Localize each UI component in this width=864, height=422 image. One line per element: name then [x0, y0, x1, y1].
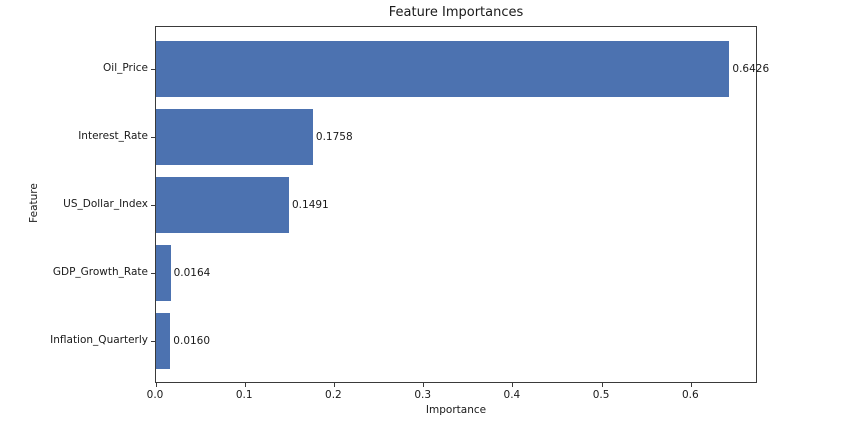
- y-tick-label-oil-price: Oil_Price: [103, 62, 148, 74]
- bar-inflation-quarterly: [156, 313, 171, 369]
- bar-oil-price: [156, 41, 730, 97]
- x-tick-mark: [155, 383, 157, 387]
- x-tick-mark: [601, 383, 603, 387]
- bar-value-label-inflation-quarterly: 0.0160: [173, 335, 211, 347]
- y-tick-label-us-dollar-index: US_Dollar_Index: [63, 198, 148, 210]
- x-tick-mark: [333, 383, 335, 387]
- y-tick-mark: [151, 136, 155, 138]
- plot-area: 0.6426 0.1758 0.1491 0.0164 0.0160: [151, 26, 769, 387]
- x-tick-mark: [512, 383, 514, 387]
- x-tick-label: 0.1: [235, 389, 253, 401]
- x-tick-mark: [690, 383, 692, 387]
- x-tick-label: 0.6: [681, 389, 699, 401]
- x-tick-mark: [244, 383, 246, 387]
- bar-gdp-growth-rate: [156, 245, 171, 301]
- y-tick-label-interest-rate: Interest_Rate: [78, 130, 148, 142]
- x-tick-label: 0.5: [592, 389, 610, 401]
- y-tick-label-gdp-growth-rate: GDP_Growth_Rate: [52, 266, 148, 278]
- y-tick-mark: [151, 340, 155, 342]
- bar-value-label-oil-price: 0.6426: [732, 63, 770, 75]
- x-tick-label: 0.3: [414, 389, 432, 401]
- bar-interest-rate: [156, 109, 313, 165]
- bar-value-label-interest-rate: 0.1758: [315, 131, 353, 143]
- bar-value-label-gdp-growth-rate: 0.0164: [173, 267, 211, 279]
- y-tick-mark: [151, 68, 155, 70]
- y-tick-mark: [151, 204, 155, 206]
- bar-value-label-us-dollar-index: 0.1491: [292, 199, 329, 211]
- x-tick-label: 0.0: [146, 389, 164, 401]
- x-tick-label: 0.4: [503, 389, 521, 401]
- bar-us-dollar-index: [156, 177, 289, 233]
- x-tick-mark: [423, 383, 425, 387]
- x-tick-label: 0.2: [325, 389, 342, 401]
- x-axis-label: Importance: [425, 404, 487, 416]
- y-tick-mark: [151, 272, 155, 274]
- chart-title: Feature Importances: [388, 5, 524, 20]
- y-tick-label-inflation-quarterly: Inflation_Quarterly: [50, 334, 148, 346]
